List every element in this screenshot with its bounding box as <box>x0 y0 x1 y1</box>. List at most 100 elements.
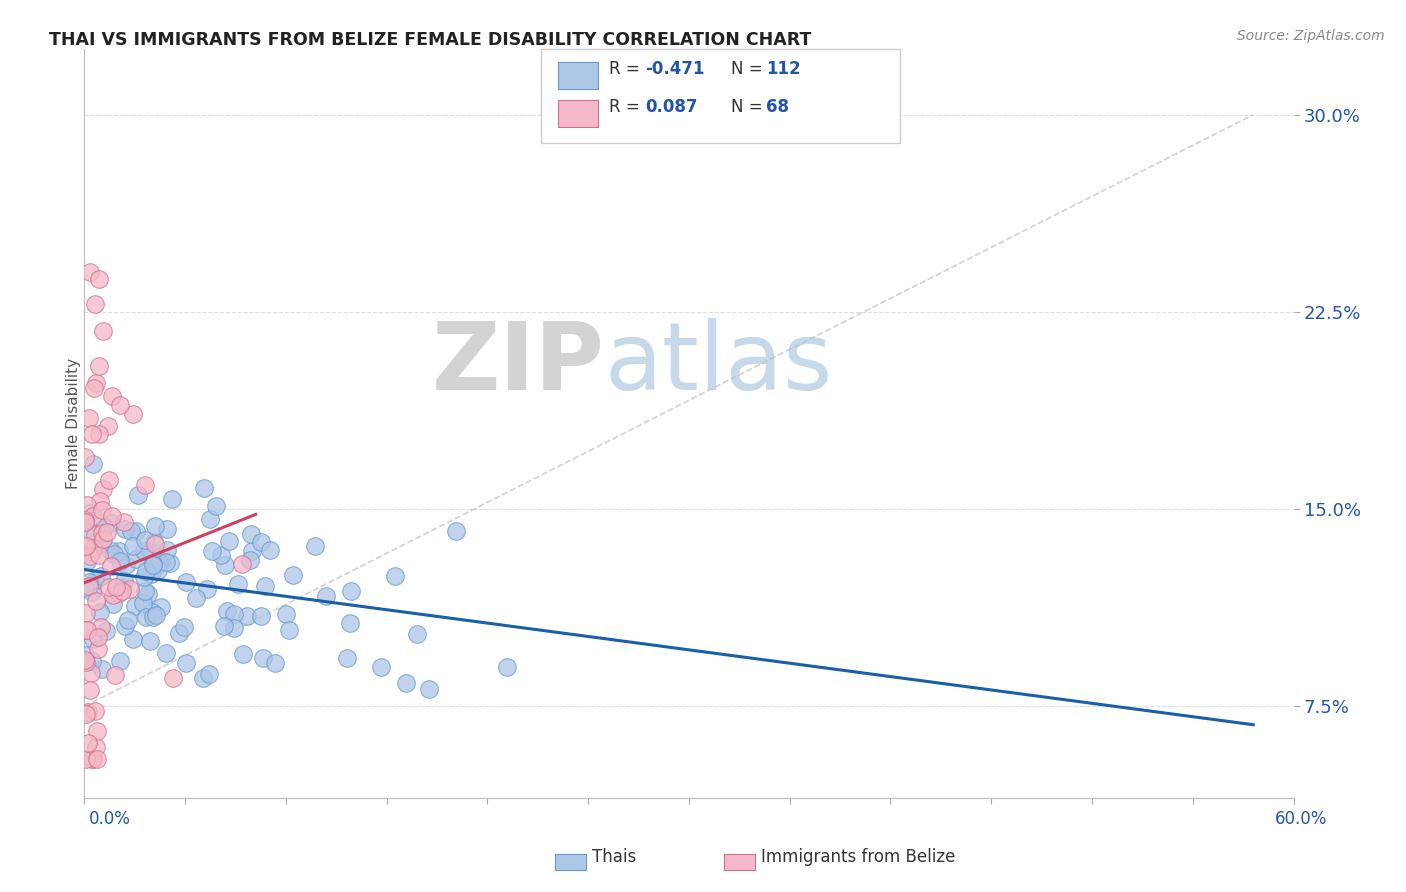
Point <box>209 548 232 562</box>
Point <box>142 558 165 572</box>
Point <box>141 605 163 619</box>
Point <box>80 525 103 540</box>
Point <box>100 559 122 574</box>
Point <box>162 491 184 506</box>
Point <box>226 577 249 591</box>
Text: 0.0%: 0.0% <box>89 810 131 828</box>
Point <box>339 616 361 631</box>
Point <box>80 585 103 599</box>
Point <box>274 607 297 621</box>
Point <box>96 624 118 639</box>
Point <box>205 499 228 513</box>
Point <box>75 752 97 766</box>
Point <box>77 579 100 593</box>
Text: R =: R = <box>609 98 645 116</box>
Point <box>150 554 173 568</box>
Point <box>120 524 142 538</box>
Point <box>86 376 108 390</box>
Point <box>136 587 159 601</box>
Point <box>134 583 156 598</box>
Point <box>143 519 166 533</box>
Point <box>124 551 146 566</box>
Point <box>142 558 165 572</box>
Point <box>79 683 101 698</box>
Point <box>224 621 246 635</box>
Point <box>167 626 190 640</box>
Point <box>240 527 263 541</box>
Point <box>259 542 281 557</box>
Point <box>198 666 221 681</box>
Point <box>184 591 207 605</box>
Point <box>121 632 143 647</box>
Point <box>155 543 177 558</box>
Point <box>84 528 107 542</box>
Point <box>90 620 112 634</box>
Point <box>264 656 287 670</box>
Point <box>89 272 111 286</box>
Point <box>191 671 214 685</box>
Point <box>111 584 134 599</box>
Text: 112: 112 <box>766 60 801 78</box>
Point <box>76 624 98 638</box>
Point <box>82 752 104 766</box>
Point <box>84 593 107 607</box>
Point <box>91 324 114 338</box>
Point <box>143 537 166 551</box>
Text: Immigrants from Belize: Immigrants from Belize <box>761 847 955 865</box>
Point <box>104 580 127 594</box>
Point <box>73 648 96 662</box>
Point <box>103 597 125 611</box>
Point <box>249 608 271 623</box>
Point <box>75 653 97 667</box>
Point <box>76 736 98 750</box>
Point <box>214 558 236 572</box>
Point <box>232 647 254 661</box>
Point <box>145 607 167 622</box>
Point <box>87 359 110 374</box>
Point <box>239 553 262 567</box>
Point <box>132 596 155 610</box>
Point <box>108 654 131 668</box>
Point <box>135 564 157 578</box>
Point <box>86 752 108 766</box>
Point <box>89 605 111 619</box>
Point <box>101 389 124 403</box>
Point <box>87 631 110 645</box>
Point <box>82 541 104 555</box>
Point <box>218 533 240 548</box>
Point <box>93 520 115 534</box>
Point <box>100 516 122 531</box>
Point <box>79 549 101 564</box>
Point <box>193 481 215 495</box>
Point <box>76 554 98 568</box>
Point <box>283 567 305 582</box>
Point <box>84 704 107 718</box>
Point <box>405 627 427 641</box>
Point <box>155 555 177 569</box>
Point <box>84 573 107 587</box>
Text: N =: N = <box>731 60 768 78</box>
Point <box>118 582 141 596</box>
Point <box>111 581 134 595</box>
Point <box>231 558 253 572</box>
Point <box>155 646 177 660</box>
Text: THAI VS IMMIGRANTS FROM BELIZE FEMALE DISABILITY CORRELATION CHART: THAI VS IMMIGRANTS FROM BELIZE FEMALE DI… <box>49 31 811 49</box>
Point <box>98 542 121 557</box>
Point <box>98 473 121 487</box>
Point <box>73 515 96 529</box>
Point <box>159 556 181 570</box>
Point <box>339 583 361 598</box>
Point <box>75 450 97 465</box>
Point <box>174 575 197 590</box>
Point <box>77 706 100 720</box>
Point <box>75 607 97 621</box>
Point <box>125 524 148 538</box>
Point <box>418 681 440 696</box>
Point <box>145 558 167 573</box>
Point <box>77 411 100 425</box>
Point <box>150 599 173 614</box>
Point <box>75 580 97 594</box>
Text: Source: ZipAtlas.com: Source: ZipAtlas.com <box>1237 29 1385 43</box>
Text: ZIP: ZIP <box>432 318 605 409</box>
Point <box>195 582 218 597</box>
